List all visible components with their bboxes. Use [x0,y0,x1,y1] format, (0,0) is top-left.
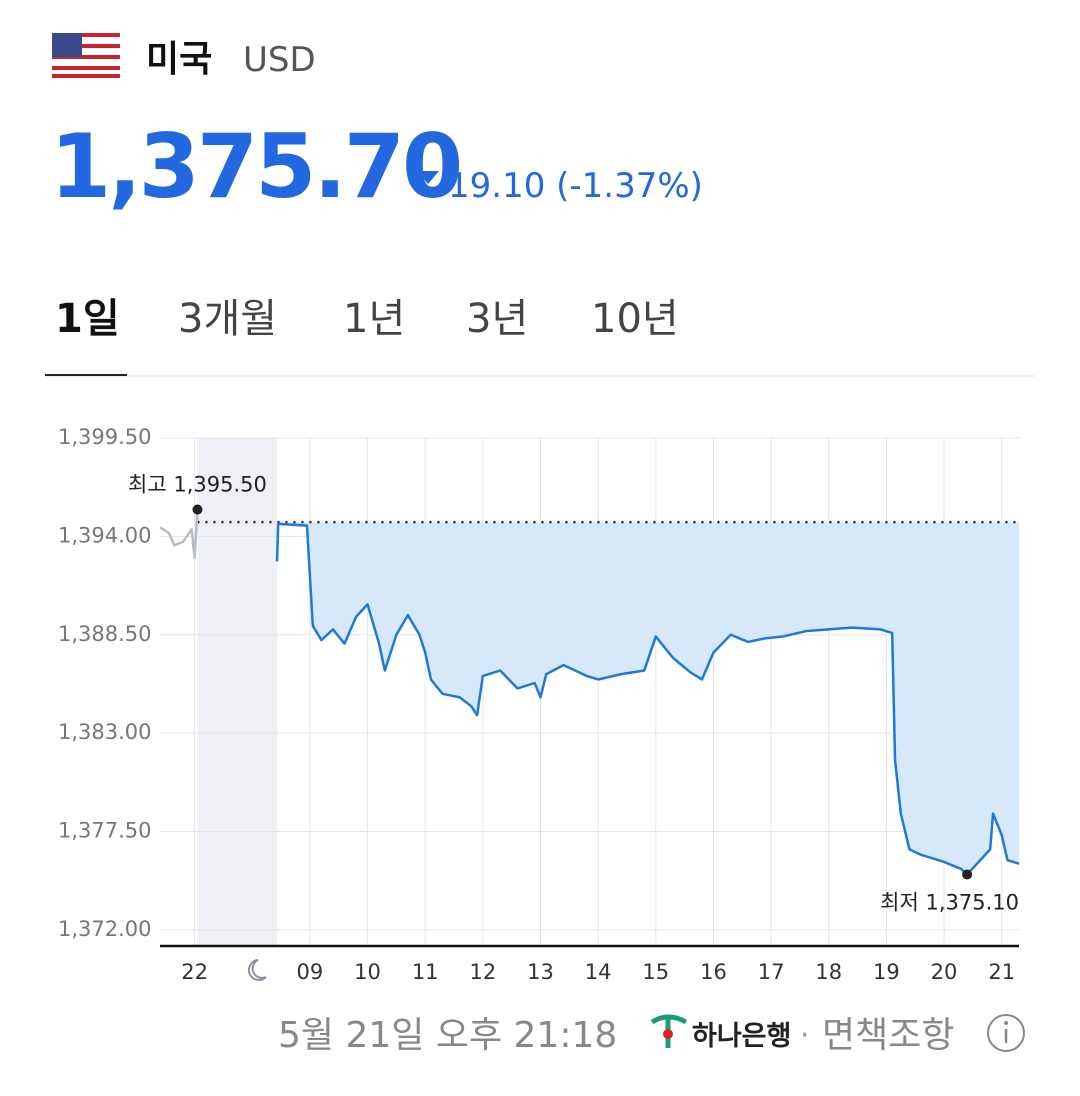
separator: · [800,1018,810,1053]
tab[interactable]: 1년 [343,296,405,342]
line [159,509,199,560]
tab[interactable]: 3개월 [178,296,277,342]
x-tick-label: 20 [931,960,958,984]
tab[interactable]: 10년 [591,296,679,342]
tab[interactable]: 1일 [55,296,120,342]
annotation-dot [192,504,203,515]
line [275,522,1020,876]
y-tick-label: 1,377.50 [58,819,152,843]
night-band [197,438,278,946]
info-icon[interactable] [987,1014,1025,1052]
price: 1,375.70 [50,115,460,218]
chart: 1,399.50 1,394.00 1,388.50 1,383.00 1,377.50… [58,425,1020,984]
x-tick-label: 11 [412,960,439,984]
x-tick-label: 12 [469,960,496,984]
x-tick-label: 21 [988,960,1015,984]
info-icon-dot [1004,1021,1008,1025]
y-tick-label: 1,388.50 [58,622,152,646]
x-tick-label: 22 [181,960,208,984]
annotation-dot [962,869,973,880]
x-tick-label: 17 [758,960,785,984]
x-tick-label: 14 [585,960,612,984]
x-tick-label: 19 [873,960,900,984]
currency: USD [243,40,316,80]
disclaimer[interactable]: 면책조항 [822,1015,954,1056]
annotation: 최저 1,375.10 [880,890,1019,914]
change: 19.10 (-1.37%) [448,166,703,206]
x-tick-label: 15 [642,960,669,984]
area [277,522,1019,875]
timestamp: 5월 21일 오후 21:18 [278,1015,617,1056]
x-tick-label: 09 [297,960,324,984]
y-tick-label: 1,383.00 [58,720,152,744]
night-icon [247,959,267,981]
annotation: 최고 1,395.50 [128,473,267,497]
y-tick-label: 1,394.00 [58,523,152,547]
y-tick-label: 1,372.00 [58,917,152,941]
x-tick-label: 16 [700,960,727,984]
bank-name: 하나은행 [692,1021,791,1052]
bank-logo [650,1014,688,1048]
tab[interactable]: 3년 [466,296,528,342]
y-tick-label: 1,399.50 [58,425,152,449]
us-flag [52,33,120,78]
country: 미국 [146,39,212,80]
x-tick-label: 10 [354,960,381,984]
x-tick-label: 18 [815,960,842,984]
x-tick-label: 13 [527,960,554,984]
down-arrow [417,171,439,184]
